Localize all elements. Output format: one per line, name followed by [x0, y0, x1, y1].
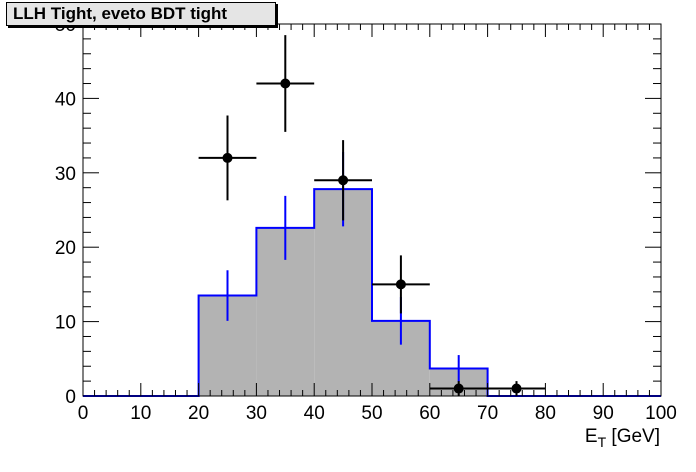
x-tick-label: 40	[304, 403, 325, 424]
x-axis-label-main: E	[585, 426, 598, 447]
data-point-marker	[280, 78, 291, 89]
data-point-marker	[222, 152, 233, 163]
axis-ticks	[82, 23, 662, 397]
x-axis-label-unit: [GeV]	[606, 426, 660, 447]
y-tick-label: 10	[55, 313, 76, 334]
x-tick-label: 50	[361, 403, 382, 424]
x-axis-label-subscript: T	[598, 434, 607, 450]
x-tick-label: 70	[477, 403, 498, 424]
x-tick-label: 60	[419, 403, 440, 424]
data-points-layer	[198, 35, 546, 396]
x-tick-label: 10	[130, 403, 151, 424]
y-tick-label: 40	[55, 89, 76, 110]
histogram-layer	[83, 151, 661, 397]
x-axis-label: ET [GeV]	[585, 426, 660, 450]
x-tick-label: 30	[246, 403, 267, 424]
y-tick-label: 0	[65, 387, 76, 408]
y-tick-label: 20	[55, 238, 76, 259]
x-tick-label: 80	[535, 403, 556, 424]
data-point-marker	[395, 279, 406, 290]
x-tick-label: 100	[645, 403, 677, 424]
chart-title-text: LLH Tight, eveto BDT tight	[13, 4, 228, 23]
x-tick-label: 0	[78, 403, 89, 424]
data-point-marker	[453, 383, 464, 394]
x-tick-labels: 0 10 20 30 40 50 60 70 80 90 100	[78, 403, 677, 424]
x-tick-label: 90	[593, 403, 614, 424]
data-point-marker	[338, 175, 349, 186]
y-tick-label: 30	[55, 164, 76, 185]
data-point-marker	[511, 383, 522, 394]
x-tick-label: 20	[188, 403, 209, 424]
chart-title: LLH Tight, eveto BDT tight	[6, 2, 276, 26]
